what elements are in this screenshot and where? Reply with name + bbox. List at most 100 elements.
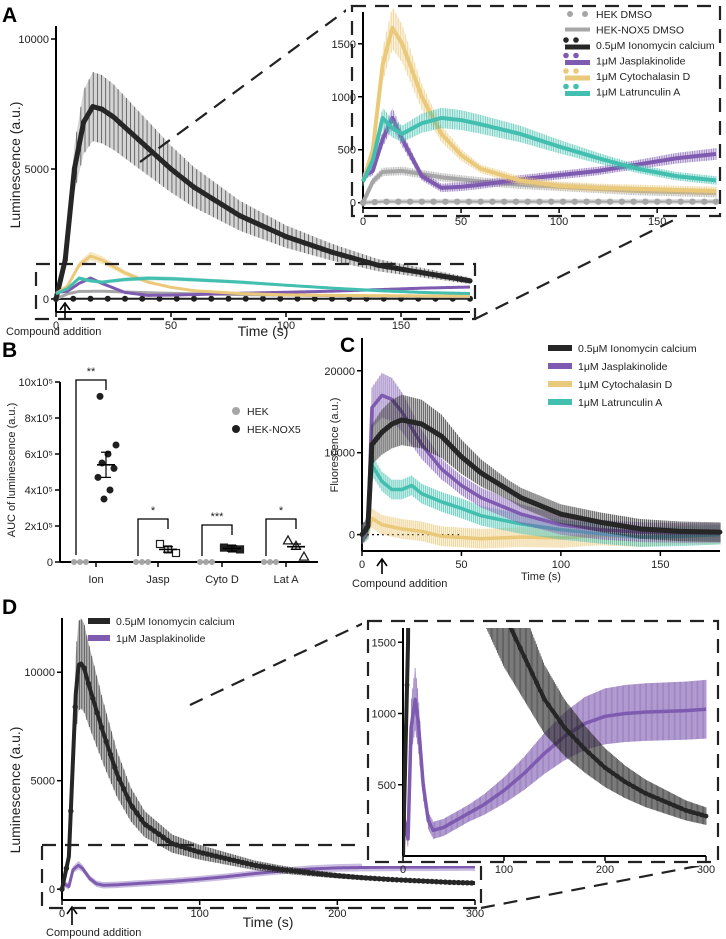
panel-a-y-tick-label: 0: [43, 294, 49, 306]
panel-a-main-plot: Luminescence (a.u.) Time (s) Compound ad…: [6, 26, 473, 339]
panel-b-category-label: Cyto D: [205, 574, 239, 586]
panel-d-inset-0-5-m-ionomycin-calcium-marker: [404, 682, 410, 688]
panel-a-0-5-m-ionomycin-calcium-markers: [53, 104, 473, 302]
panel-b-nox5-point: [282, 534, 294, 545]
panel-d-inset-0-5-m-ionomycin-calcium-marker: [453, 324, 458, 329]
panel-c-legend-label: 1μM Cytochalasin D: [578, 379, 673, 391]
panel-b-hek-point: [139, 559, 145, 565]
panel-a-0-5-m-ionomycin-calcium-marker: [274, 229, 280, 236]
panel-d-0-5-m-ionomycin-calcium-marker: [367, 875, 374, 881]
panel-a-hek-dmso-marker: [122, 295, 128, 302]
panel-c-0-5-m-ionomycin-calcium-marker: [473, 466, 479, 472]
panel-b-y-label: AUC of luminescence (a.u.): [6, 403, 18, 538]
panel-d-0-5-m-ionomycin-calcium-marker: [407, 877, 413, 884]
panel-d-0-5-m-ionomycin-calcium-marker: [226, 856, 233, 863]
panel-a-inset-hek-dmso-marker: [689, 198, 696, 205]
panel-a-0-5-m-ionomycin-calcium-marker: [311, 243, 317, 249]
panel-d-inset-0-5-m-ionomycin-calcium-marker: [643, 790, 648, 796]
panel-a-hek-dmso-marker: [311, 295, 318, 302]
panel-d-0-5-m-ionomycin-calcium-marker: [134, 810, 140, 816]
panel-d-0-5-m-ionomycin-calcium-marker: [389, 876, 396, 883]
panel-b-hek-point: [209, 559, 215, 565]
panel-c-0-5-m-ionomycin-calcium-marker: [707, 529, 713, 535]
panel-c-0-5-m-ionomycin-calcium-marker: [647, 527, 653, 532]
panel-a-legend-marker: [582, 11, 588, 17]
panel-b-y-tick-label: 0: [47, 557, 53, 569]
panel-d-0-5-m-ionomycin-calcium-marker: [129, 804, 136, 810]
panel-a-0-5-m-ionomycin-calcium-marker: [182, 177, 188, 183]
panel-d-0-5-m-ionomycin-calcium-marker: [288, 867, 294, 874]
panel-d-inset-0-5-m-ionomycin-calcium-marker: [647, 792, 652, 798]
panel-a-legend-marker: [563, 83, 569, 90]
panel-c-0-5-m-ionomycin-calcium-marker: [483, 473, 489, 479]
panel-d-0-5-m-ionomycin-calcium-marker: [239, 859, 246, 866]
panel-a-inset-y-tick-label: 1000: [332, 92, 356, 104]
panel-d-inset-0-5-m-ionomycin-calcium-marker: [461, 426, 466, 431]
panel-d-0-5-m-ionomycin-calcium-marker: [292, 868, 299, 874]
panel-b-legend-marker: [232, 425, 240, 433]
panel-a-x-tick-label: 100: [277, 320, 295, 332]
panel-a-zoom-box: [34, 262, 477, 321]
panel-d-0-5-m-ionomycin-calcium-marker: [411, 877, 418, 884]
panel-c-0-5-m-ionomycin-calcium-markers: [359, 417, 723, 538]
panel-b-nox5-point: [94, 473, 102, 481]
panel-d-arrow-icon: [66, 905, 78, 925]
panel-c-y-tick-label: 10000: [324, 448, 355, 460]
panel-d-0-5-m-ionomycin-calcium-marker: [125, 795, 131, 802]
panel-c-0-5-m-ionomycin-calcium-marker: [603, 520, 609, 526]
panel-d-1-m-jasplakinolide-line: [61, 863, 476, 889]
panel-a-0-5-m-ionomycin-calcium-marker: [265, 225, 271, 231]
panel-d-zoom-connector-top: [189, 620, 369, 706]
panel-c-0-5-m-ionomycin-calcium-marker: [538, 503, 544, 509]
panel-c-0-5-m-ionomycin-calcium-marker: [568, 513, 574, 519]
panel-a-legend-label: HEK-NOX5 DMSO: [596, 25, 684, 37]
panel-a-0-5-m-ionomycin-calcium-marker: [338, 252, 344, 258]
panel-c-x-tick-label: 150: [651, 559, 669, 571]
panel-b-hek-point: [267, 559, 273, 565]
panel-a-0-5-m-ionomycin-calcium-marker: [191, 184, 197, 190]
panel-c-0-5-m-ionomycin-calcium-marker: [414, 420, 420, 426]
panel-a-y-tick-label: 10000: [18, 34, 49, 46]
panel-a-inset-x-tick-label: 0: [360, 216, 366, 228]
panel-d-inset-0-5-m-ionomycin-calcium-marker: [578, 742, 584, 748]
panel-a-inset-hek-dmso-marker: [418, 198, 426, 205]
panel-c-x-label: Time (s): [521, 571, 561, 583]
panel-a-1-m-cytochalasin-d-line: [55, 254, 471, 298]
panel-a-inset-hek-dmso-marker: [453, 198, 461, 205]
panel-a-hek-dmso-marker: [173, 295, 180, 302]
panel-c-0-5-m-ionomycin-calcium-marker: [608, 521, 614, 527]
panel-d-inset-0-5-m-ionomycin-calcium-marker: [695, 811, 701, 817]
panel-d-inset-x-tick-label: 100: [495, 864, 513, 876]
panel-d-0-5-m-ionomycin-calcium-marker: [209, 852, 215, 858]
panel-d-0-5-m-ionomycin-calcium-marker: [319, 871, 325, 877]
panel-a-0-5-m-ionomycin-calcium-marker: [71, 166, 77, 172]
panel-c-0-5-m-ionomycin-calcium-marker: [409, 419, 415, 425]
panel-d-0-5-m-ionomycin-calcium-marker: [98, 724, 105, 731]
panel-c-0-5-m-ionomycin-calcium-marker: [434, 430, 439, 436]
panel-a-arrow-icon: [59, 301, 71, 320]
panel-d-0-5-m-ionomycin-calcium-marker: [151, 828, 158, 834]
panel-d-annotation: Compound addition: [46, 927, 141, 939]
panel-c-y-tick-label: 20000: [324, 366, 355, 378]
panel-c-0-5-m-ionomycin-calcium-marker: [528, 499, 534, 505]
panel-a-0-5-m-ionomycin-calcium-marker: [136, 137, 142, 143]
panel-a-inset-hek-dmso-marker: [653, 198, 661, 205]
panel-d-inset-0-5-m-ionomycin-calcium-marker: [517, 645, 523, 651]
panel-a-x-tick-label: 0: [53, 320, 59, 332]
panel-b-legend-label: HEK: [247, 406, 269, 418]
panel-d-inset-x-tick-label: 200: [596, 864, 614, 876]
panel-d-inset-frame: [366, 619, 720, 864]
panel-a-0-5-m-ionomycin-calcium-marker: [292, 237, 298, 243]
panel-d-inset-0-5-m-ionomycin-calcium-marker: [509, 628, 515, 634]
panel-d-inset-y-tick-label: 1000: [372, 709, 396, 721]
panel-d-0-5-m-ionomycin-calcium-marker: [217, 854, 224, 860]
panel-a-1-m-latrunculin-a-line: [55, 276, 471, 296]
panel-c-0-5-m-ionomycin-calcium-marker: [563, 512, 569, 518]
panel-d-0-5-m-ionomycin-calcium-marker: [376, 876, 382, 882]
panel-a-legend-marker: [567, 11, 573, 17]
panel-d-0-5-m-ionomycin-calcium-marker: [323, 871, 330, 878]
panel-c-0-5-m-ionomycin-calcium-marker: [424, 424, 430, 430]
panel-d-0-5-m-ionomycin-calcium-marker: [191, 847, 197, 854]
panel-a-0-5-m-ionomycin-calcium-marker: [246, 217, 252, 223]
panel-a-0-5-m-ionomycin-calcium-marker: [393, 265, 399, 271]
